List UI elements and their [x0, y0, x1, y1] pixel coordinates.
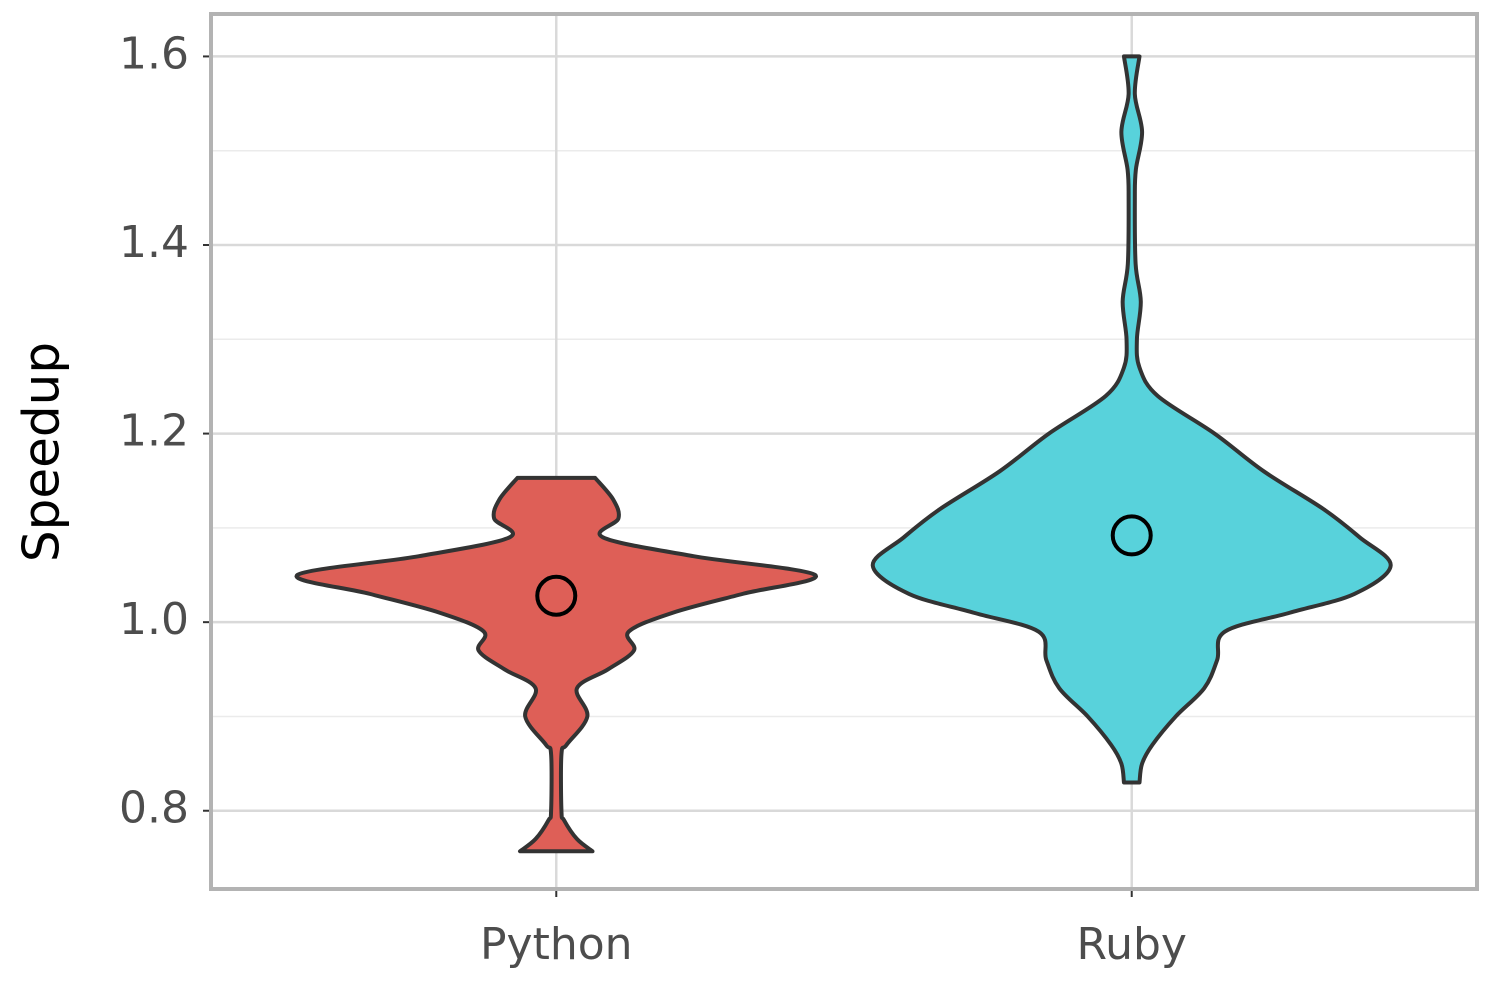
mean-point — [535, 574, 578, 617]
panel-border — [209, 12, 1479, 891]
x-tick-label: Python — [480, 919, 633, 970]
x-tick-label: Ruby — [1077, 919, 1187, 970]
mean-point — [1110, 514, 1153, 557]
y-tick-label: 0.8 — [119, 783, 189, 834]
y-tick-label: 1.0 — [119, 594, 189, 645]
y-axis-label: Speedup — [13, 342, 71, 562]
violin — [294, 475, 818, 854]
y-tick-label: 1.4 — [119, 217, 189, 268]
violin — [870, 54, 1393, 785]
y-tick-label: 1.6 — [119, 28, 189, 79]
y-tick-label: 1.2 — [119, 406, 189, 457]
